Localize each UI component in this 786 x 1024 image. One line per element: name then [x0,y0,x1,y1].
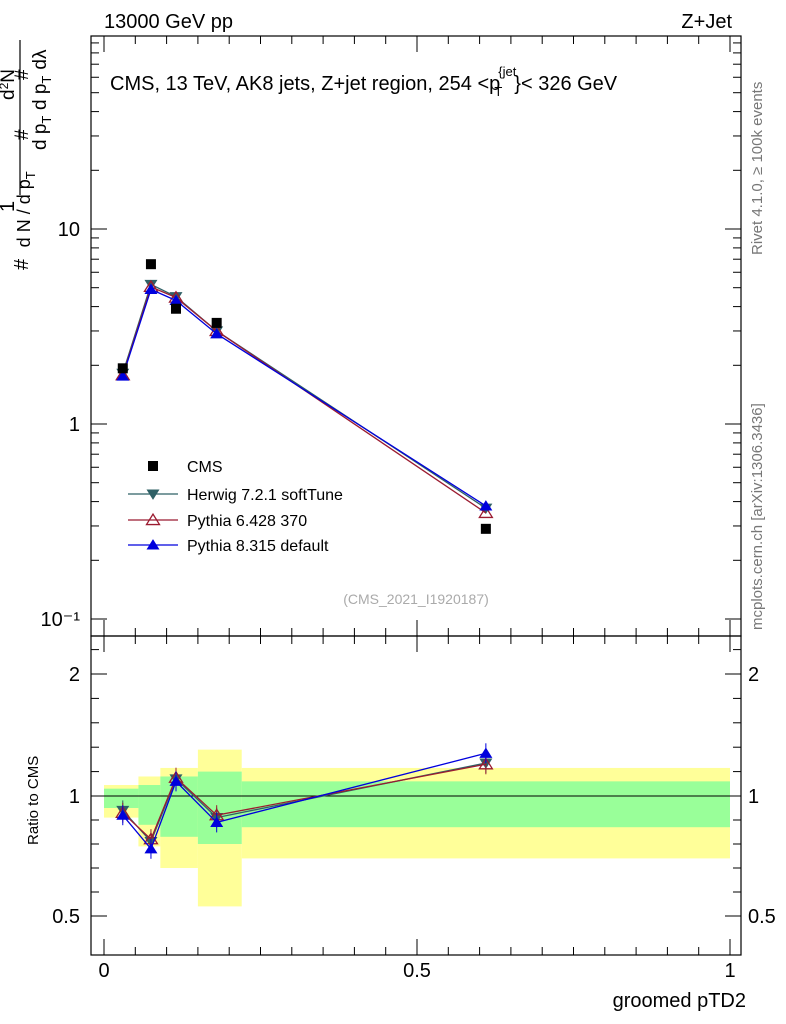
series-point [479,500,493,511]
legend-marker [146,489,160,500]
main-y-tick-label: 10⁻¹ [41,609,81,631]
ratio-y-tick-label-right: 1 [748,786,759,808]
mcplots-label: mcplots.cern.ch [arXiv:1306.3436] [749,403,766,630]
ratio-band-inner [138,785,161,825]
x-tick-label: 1 [724,960,735,982]
legend-label-cms: CMS [187,459,223,476]
series-line [122,285,487,514]
svg-text:#: # [12,129,33,140]
legend-marker [145,512,161,526]
data-point-cms [145,259,156,270]
data-point-cms [170,303,181,314]
ratio-series-point [144,842,158,854]
ratio-band-inner [241,781,730,828]
legend-label: Pythia 6.428 370 [187,513,307,530]
legend-label: Herwig 7.2.1 softTune [187,487,343,504]
series-point [116,370,130,381]
data-point-cms [211,317,222,328]
data-point-cms [117,363,128,374]
series-line [122,288,487,507]
legend: CMS Herwig 7.2.1 softTune Pythia 6.428 370… [128,459,343,555]
legend-marker-cms [148,461,158,471]
header-energy: 13000 GeV pp [104,11,233,33]
legend-label: Pythia 8.315 default [187,538,329,555]
ratio-band-inner [104,788,139,808]
ratio-band-inner [197,771,242,844]
x-tick-label: 0 [98,960,109,982]
ratio-series-point [479,747,493,758]
ratio-series-point [116,809,130,820]
header-process: Z+Jet [681,11,732,33]
data-point-cms [480,523,491,534]
ratio-y-tick-label-right: 0.5 [748,906,776,928]
main-y-tick-label: 1 [69,414,80,436]
ratio-y-axis-label: Ratio to CMS [25,756,42,845]
ratio-series-point [210,816,224,827]
ratio-y-tick-label-right: 2 [748,664,759,686]
analysis-id: (CMS_2021_I1920187) [343,591,489,607]
series-point [144,283,158,294]
ratio-series-point [169,775,183,786]
series-point [478,505,494,519]
series-point [210,327,224,339]
main-y-axis-label: # d N / d pT 1 d pT # d2N d pTdλ # [0,40,54,270]
ratio-y-tick-label: 2 [69,664,80,686]
ratio-y-tick-label: 1 [69,786,80,808]
legend-marker [146,539,160,550]
rivet-version-label: Rivet 4.1.0, ≥ 100k events [749,82,766,255]
svg-text:#: # [12,69,33,80]
series-line [122,283,487,509]
x-tick-label: 0.5 [403,960,431,982]
svg-text:# d N / d pT: # d N / d pT [11,171,38,270]
svg-text:d pT: d pT [30,116,54,150]
svg-text:1: 1 [0,201,19,212]
ratio-y-tick-label: 0.5 [52,906,80,928]
svg-text:d pTdλ: d pTdλ [30,49,54,110]
series-point [169,294,183,306]
ratio-panel: 0 0.5 1 0.5 0.5 1 1 2 2 [52,635,776,982]
ratio-series-point [478,757,494,770]
svg-text:d2N: d2N [0,69,19,100]
main-y-tick-label: 10 [58,219,80,241]
main-panel: 10⁻¹ 1 10 CMS, 13 TeV, AK8 jets, Z+jet regi… [41,35,742,637]
x-axis-label: groomed pTD2 [613,990,746,1012]
chart-title: CMS, 13 TeV, AK8 jets, Z+jet region, 254… [110,64,618,99]
